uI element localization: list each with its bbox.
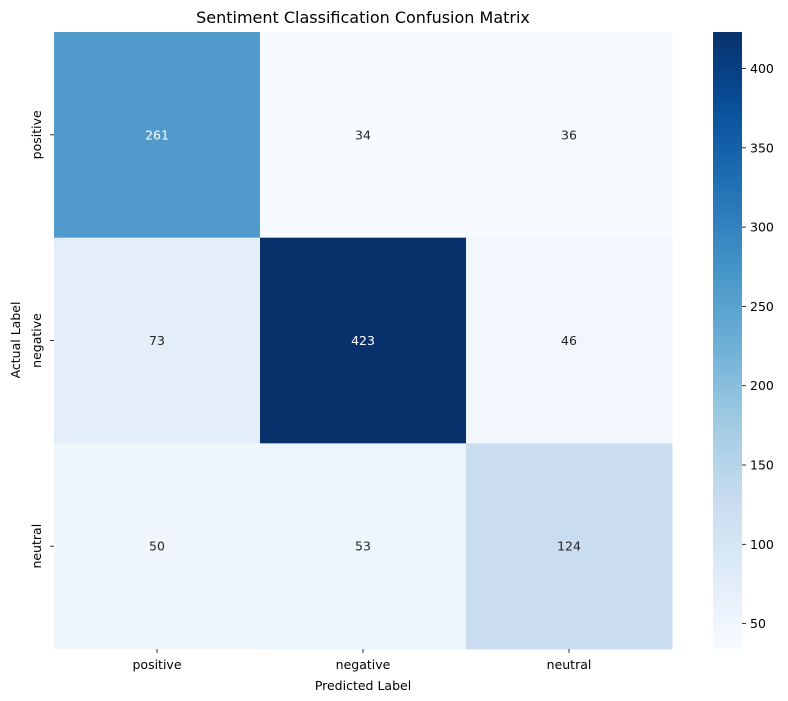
heatmap-cell bbox=[466, 237, 673, 444]
heatmap-cell bbox=[54, 237, 261, 444]
heatmap-cell bbox=[466, 32, 673, 239]
cell-value-label: 36 bbox=[561, 127, 577, 142]
colorbar-tick-label: 100 bbox=[750, 537, 774, 552]
colorbar-tick-label: 250 bbox=[750, 299, 774, 314]
cell-value-label: 73 bbox=[149, 333, 165, 348]
x-axis-ticks: positive negative neutral bbox=[132, 649, 591, 672]
x-tick-label: neutral bbox=[547, 657, 592, 672]
colorbar-tick-label: 50 bbox=[750, 616, 766, 631]
heatmap-cell bbox=[54, 32, 261, 239]
colorbar bbox=[713, 32, 742, 649]
cell-value-label: 261 bbox=[145, 127, 169, 142]
cell-value-label: 124 bbox=[557, 539, 581, 554]
heatmap-cell bbox=[260, 443, 467, 650]
x-tick-label: negative bbox=[336, 657, 391, 672]
chart-title: Sentiment Classification Confusion Matri… bbox=[196, 8, 530, 27]
colorbar-tick-label: 200 bbox=[750, 378, 774, 393]
heatmap-cell bbox=[466, 443, 673, 650]
y-tick-label: negative bbox=[29, 313, 44, 368]
x-axis-label: Predicted Label bbox=[315, 678, 411, 693]
cell-value-label: 46 bbox=[561, 333, 577, 348]
y-axis-ticks: positive negative neutral bbox=[29, 110, 54, 569]
cell-value-label: 34 bbox=[355, 127, 371, 142]
heatmap-cell-labels: 261 34 36 73 423 46 50 53 124 bbox=[145, 127, 581, 553]
x-tick-label: positive bbox=[132, 657, 181, 672]
heatmap-cell bbox=[54, 443, 261, 650]
colorbar-tick-label: 350 bbox=[750, 140, 774, 155]
colorbar-tick-label: 300 bbox=[750, 220, 774, 235]
heatmap-cell bbox=[260, 32, 467, 239]
y-tick-label: positive bbox=[29, 110, 44, 159]
heatmap-cell bbox=[260, 237, 467, 444]
colorbar-tick-label: 400 bbox=[750, 61, 774, 76]
cell-value-label: 423 bbox=[351, 333, 375, 348]
colorbar-tick-label: 150 bbox=[750, 458, 774, 473]
cell-value-label: 50 bbox=[149, 539, 165, 554]
cell-value-label: 53 bbox=[355, 539, 371, 554]
y-tick-label: neutral bbox=[29, 524, 44, 569]
y-axis-label: Actual Label bbox=[8, 302, 23, 379]
heatmap-cells bbox=[54, 32, 673, 650]
colorbar-ticks: 50 100 150 200 250 300 350 400 bbox=[742, 61, 774, 631]
